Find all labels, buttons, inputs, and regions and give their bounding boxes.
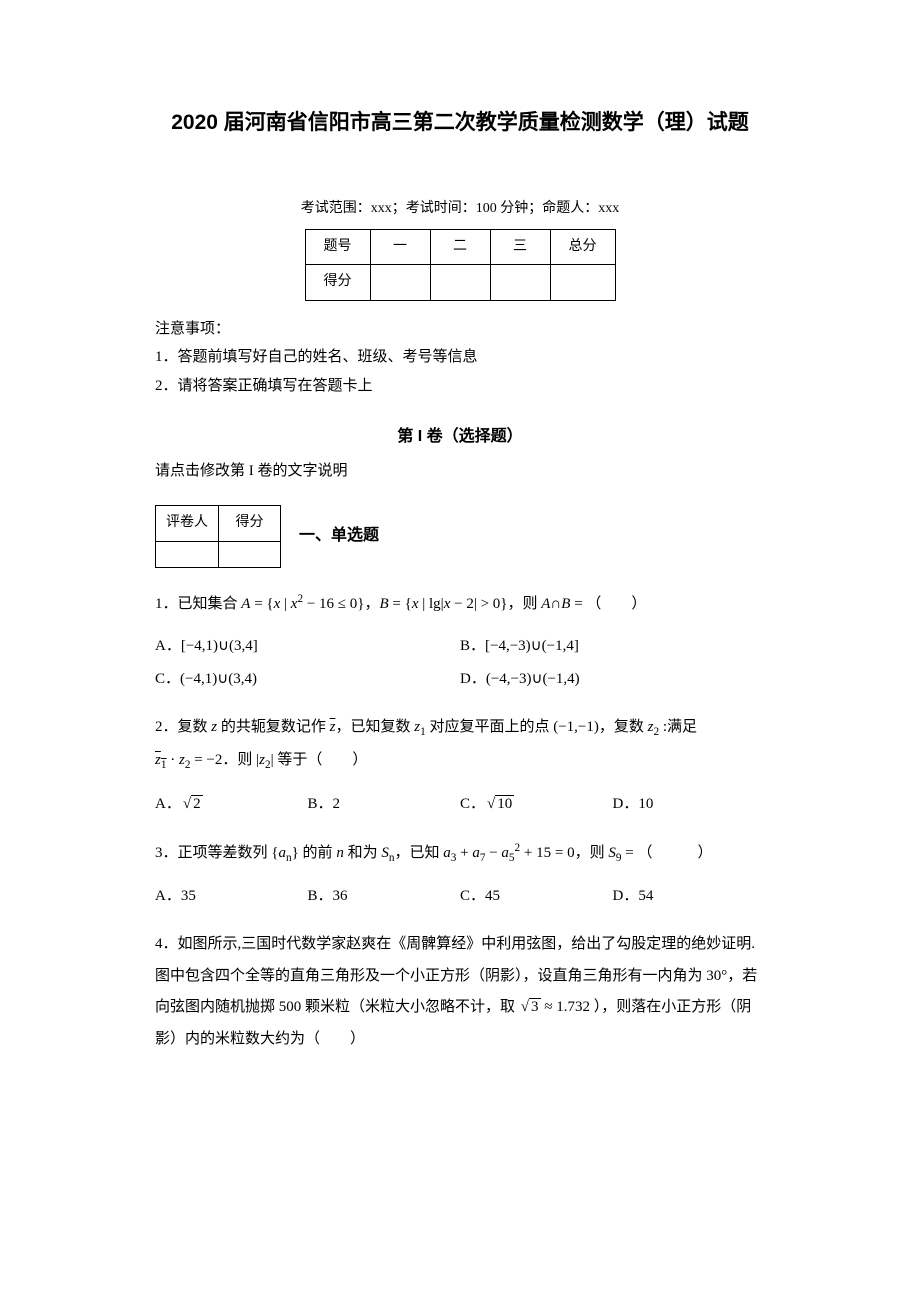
table-row: 题号 一 二 三 总分 <box>305 229 615 265</box>
exam-title: 2020 届河南省信阳市高三第二次教学质量检测数学（理）试题 <box>155 100 765 146</box>
score-cell <box>430 265 490 301</box>
question-1: 1．已知集合 A = {x | x2 − 16 ≤ 0}，B = {x | lg… <box>155 588 765 621</box>
option-b: B．[−4,−3)∪(−1,4] <box>460 630 765 663</box>
section-note: 请点击修改第 I 卷的文字说明 <box>155 457 765 486</box>
header-cell: 题号 <box>305 229 370 265</box>
grader-cell <box>219 541 281 567</box>
option-c: C．(−4,1)∪(3,4) <box>155 663 460 696</box>
q1-prefix: 1．已知集合 <box>155 596 241 612</box>
row-label-cell: 得分 <box>305 265 370 301</box>
notice-item: 1．答题前填写好自己的姓名、班级、考号等信息 <box>155 343 765 372</box>
option-a: A．[−4,1)∪(3,4] <box>155 630 460 663</box>
notice-item: 2．请将答案正确填写在答题卡上 <box>155 372 765 401</box>
q1-suffix: （ ） <box>586 596 646 612</box>
header-cell: 三 <box>490 229 550 265</box>
grader-cell <box>156 541 219 567</box>
q3-options: A．35 B．36 C．45 D．54 <box>155 880 765 913</box>
table-row: 评卷人 得分 <box>156 506 281 542</box>
option-d: D．10 <box>613 788 766 821</box>
option-d: D．(−4,−3)∪(−1,4) <box>460 663 765 696</box>
section-title: 第 I 卷（选择题） <box>155 422 765 452</box>
grader-table: 评卷人 得分 <box>155 505 281 568</box>
score-cell <box>550 265 615 301</box>
subsection-title: 一、单选题 <box>299 521 379 551</box>
header-cell: 一 <box>370 229 430 265</box>
option-b: B．36 <box>308 880 461 913</box>
math-expr: A <box>241 596 250 612</box>
option-a: A．2 <box>155 788 308 821</box>
grader-cell: 评卷人 <box>156 506 219 542</box>
option-d: D．54 <box>613 880 766 913</box>
option-c: C．10 <box>460 788 613 821</box>
score-cell <box>370 265 430 301</box>
header-cell: 二 <box>430 229 490 265</box>
q1-options: A．[−4,1)∪(3,4] B．[−4,−3)∪(−1,4] C．(−4,1)… <box>155 630 765 696</box>
option-b: B．2 <box>308 788 461 821</box>
score-cell <box>490 265 550 301</box>
notice-title: 注意事项： <box>155 315 765 344</box>
header-cell: 总分 <box>550 229 615 265</box>
grader-row: 评卷人 得分 一、单选题 <box>155 505 765 568</box>
table-row <box>156 541 281 567</box>
question-3: 3．正项等差数列 {an} 的前 n 和为 Sn，已知 a3 + a7 − a5… <box>155 837 765 871</box>
score-table: 题号 一 二 三 总分 得分 <box>305 229 616 301</box>
q2-options: A．2 B．2 C．10 D．10 <box>155 788 765 821</box>
option-a: A．35 <box>155 880 308 913</box>
option-c: C．45 <box>460 880 613 913</box>
question-2: 2．复数 z 的共轭复数记作 z，已知复数 z1 对应复平面上的点 (−1,−1… <box>155 712 765 777</box>
table-row: 得分 <box>305 265 615 301</box>
question-4: 4．如图所示,三国时代数学家赵爽在《周髀算经》中利用弦图，给出了勾股定理的绝妙证… <box>155 929 765 1055</box>
exam-info: 考试范围：xxx；考试时间：100 分钟；命题人：xxx <box>155 196 765 223</box>
grader-cell: 得分 <box>219 506 281 542</box>
